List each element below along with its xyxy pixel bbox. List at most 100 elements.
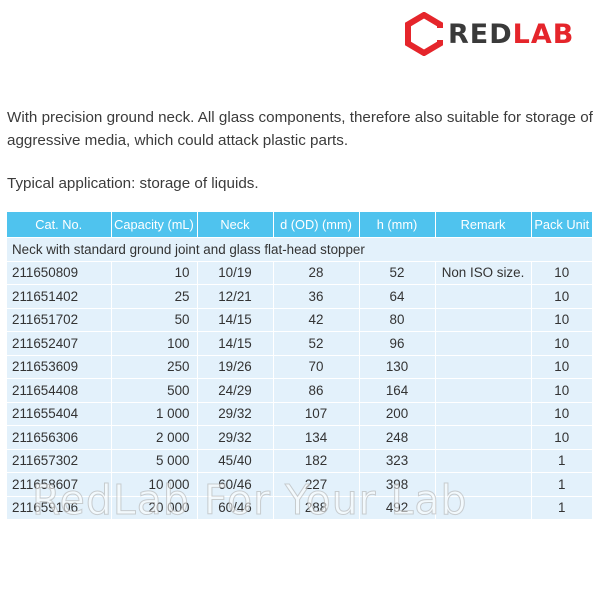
remark-cell: Non ISO size.: [435, 260, 532, 285]
table-row: 211654408 500 24/29 86 164 10: [7, 378, 592, 402]
neck-cell: 29/32: [197, 401, 274, 426]
typical-application: Typical application: storage of liquids.: [7, 175, 259, 192]
pack-unit-cell: 1: [531, 495, 592, 519]
pack-unit-cell: 10: [531, 401, 592, 426]
capacity-cell: 10 000: [111, 472, 198, 496]
diameter-cell: 134: [273, 425, 360, 449]
neck-cell: 14/15: [197, 331, 274, 355]
col-header-height: h (mm): [359, 212, 436, 238]
table-row: 211651702 50 14/15 42 80 10: [7, 307, 592, 332]
logo-text-lab: LAB: [512, 18, 575, 50]
cat-no-cell: 211653609: [7, 354, 112, 379]
cat-no-cell: 211651402: [7, 284, 112, 308]
pack-unit-cell: 1: [531, 472, 592, 496]
diameter-cell: 52: [273, 331, 360, 355]
table-row: 211650809 10 10/19 28 52 Non ISO size. 10: [7, 260, 592, 285]
neck-cell: 14/15: [197, 307, 274, 332]
height-cell: 130: [359, 354, 436, 379]
pack-unit-cell: 10: [531, 307, 592, 332]
cat-no-cell: 211656306: [7, 425, 112, 449]
cat-no-cell: 211659106: [7, 495, 112, 519]
neck-cell: 10/19: [197, 260, 274, 285]
diameter-cell: 42: [273, 307, 360, 332]
height-cell: 52: [359, 260, 436, 285]
diameter-cell: 288: [273, 495, 360, 519]
pack-unit-cell: 10: [531, 378, 592, 402]
remark-cell: [435, 448, 532, 473]
diameter-cell: 28: [273, 260, 360, 285]
table-row: 211653609 250 19/26 70 130 10: [7, 354, 592, 379]
height-cell: 323: [359, 448, 436, 473]
table-row: 211655404 1 000 29/32 107 200 10: [7, 401, 592, 426]
neck-cell: 24/29: [197, 378, 274, 402]
capacity-cell: 100: [111, 331, 198, 355]
table-row: 211657302 5 000 45/40 182 323 1: [7, 448, 592, 473]
pack-unit-cell: 10: [531, 354, 592, 379]
height-cell: 492: [359, 495, 436, 519]
col-header-remark: Remark: [435, 212, 532, 238]
pack-unit-cell: 10: [531, 331, 592, 355]
remark-cell: [435, 331, 532, 355]
spec-table: Cat. No. Capacity (mL) Neck d (OD) (mm) …: [7, 212, 592, 519]
height-cell: 80: [359, 307, 436, 332]
height-cell: 398: [359, 472, 436, 496]
capacity-cell: 500: [111, 378, 198, 402]
capacity-cell: 10: [111, 260, 198, 285]
product-description: With precision ground neck. All glass co…: [7, 109, 593, 149]
diameter-cell: 36: [273, 284, 360, 308]
logo-text: REDLAB: [448, 21, 574, 48]
remark-cell: [435, 354, 532, 379]
pack-unit-cell: 1: [531, 448, 592, 473]
diameter-cell: 182: [273, 448, 360, 473]
remark-cell: [435, 425, 532, 449]
remark-cell: [435, 378, 532, 402]
capacity-cell: 2 000: [111, 425, 198, 449]
capacity-cell: 20 000: [111, 495, 198, 519]
neck-cell: 12/21: [197, 284, 274, 308]
cat-no-cell: 211652407: [7, 331, 112, 355]
table-row: 211658607 10 000 60/46 227 398 1: [7, 472, 592, 496]
remark-cell: [435, 307, 532, 332]
capacity-cell: 50: [111, 307, 198, 332]
diameter-cell: 227: [273, 472, 360, 496]
height-cell: 64: [359, 284, 436, 308]
group-row: Neck with standard ground joint and glas…: [7, 237, 592, 261]
cat-no-cell: 211658607: [7, 472, 112, 496]
cat-no-cell: 211657302: [7, 448, 112, 473]
cat-no-cell: 211654408: [7, 378, 112, 402]
height-cell: 200: [359, 401, 436, 426]
cat-no-cell: 211655404: [7, 401, 112, 426]
table-row: 211651402 25 12/21 36 64 10: [7, 284, 592, 308]
cat-no-cell: 211651702: [7, 307, 112, 332]
capacity-cell: 25: [111, 284, 198, 308]
capacity-cell: 250: [111, 354, 198, 379]
neck-cell: 29/32: [197, 425, 274, 449]
remark-cell: [435, 472, 532, 496]
table-row: 211659106 20 000 60/46 288 492 1: [7, 495, 592, 519]
cat-no-cell: 211650809: [7, 260, 112, 285]
pack-unit-cell: 10: [531, 260, 592, 285]
remark-cell: [435, 284, 532, 308]
diameter-cell: 86: [273, 378, 360, 402]
remark-cell: [435, 495, 532, 519]
neck-cell: 60/46: [197, 495, 274, 519]
neck-cell: 45/40: [197, 448, 274, 473]
redlab-logo: REDLAB: [404, 12, 574, 56]
height-cell: 164: [359, 378, 436, 402]
col-header-diameter: d (OD) (mm): [273, 212, 360, 238]
col-header-cat-no: Cat. No.: [7, 212, 112, 238]
neck-cell: 19/26: [197, 354, 274, 379]
hexagon-logo-icon: [405, 12, 444, 56]
logo-text-red: RED: [448, 18, 513, 50]
pack-unit-cell: 10: [531, 425, 592, 449]
group-label: Neck with standard ground joint and glas…: [7, 237, 592, 261]
height-cell: 248: [359, 425, 436, 449]
col-header-capacity: Capacity (mL): [111, 212, 198, 238]
height-cell: 96: [359, 331, 436, 355]
capacity-cell: 5 000: [111, 448, 198, 473]
capacity-cell: 1 000: [111, 401, 198, 426]
neck-cell: 60/46: [197, 472, 274, 496]
pack-unit-cell: 10: [531, 284, 592, 308]
table-row: 211656306 2 000 29/32 134 248 10: [7, 425, 592, 449]
table-row: 211652407 100 14/15 52 96 10: [7, 331, 592, 355]
